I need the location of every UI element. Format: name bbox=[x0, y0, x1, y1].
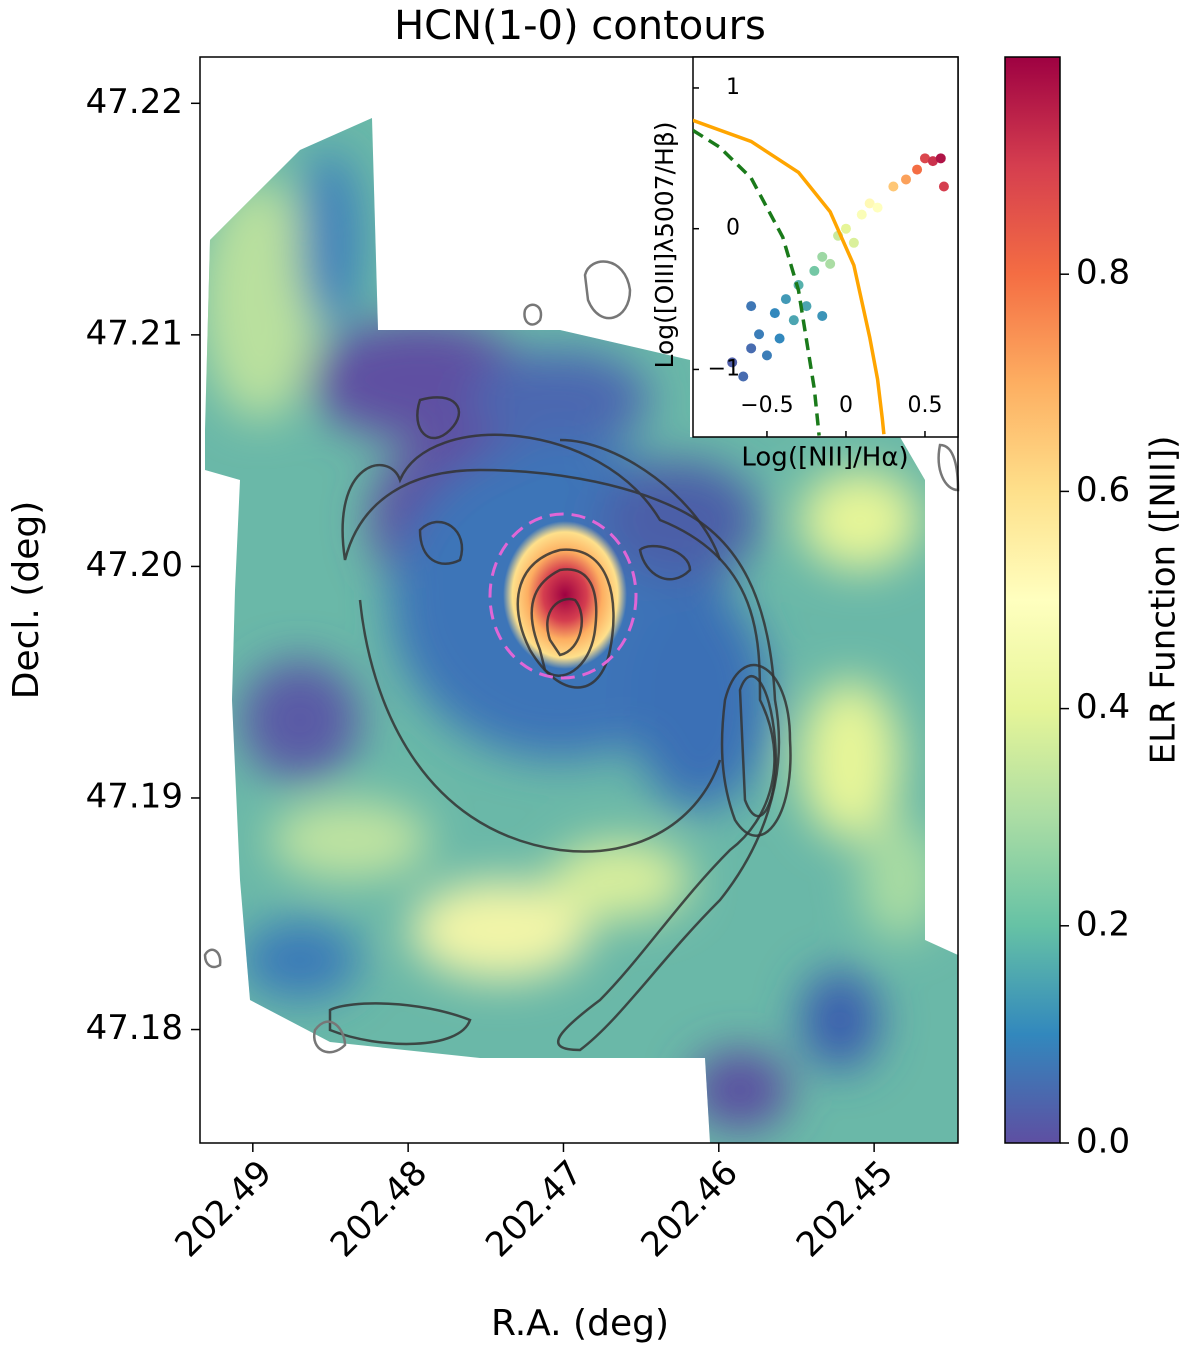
y-tick-label: 47.20 bbox=[86, 545, 183, 585]
scatter-point bbox=[754, 329, 765, 340]
colorbar-tick-label: 0.8 bbox=[1076, 253, 1130, 293]
y-tick-label: 1 bbox=[726, 75, 740, 100]
scatter-point bbox=[848, 237, 859, 248]
contours bbox=[203, 260, 960, 1054]
scatter-point bbox=[780, 294, 791, 305]
y-tick-label: 0 bbox=[726, 216, 740, 241]
scatter-point bbox=[927, 156, 938, 167]
y-tick-label: −1 bbox=[708, 356, 740, 381]
scatter-point bbox=[825, 258, 836, 269]
demarcation-curve bbox=[693, 128, 821, 436]
colorbar-label: ELR Function ([NII]) bbox=[1144, 436, 1184, 765]
colorbar-tick-label: 0.0 bbox=[1076, 1122, 1130, 1162]
x-tick-label: 202.47 bbox=[478, 1153, 590, 1265]
x-tick-label: 0.5 bbox=[907, 393, 942, 418]
colorbar bbox=[1004, 56, 1061, 1144]
demarcation-curve bbox=[693, 118, 886, 435]
scatter-point bbox=[872, 202, 883, 213]
inset-y-label: Log([OIII]λ5007/Hβ) bbox=[650, 121, 679, 368]
scatter-point bbox=[817, 251, 828, 262]
colorbar-tick-label: 0.4 bbox=[1076, 687, 1130, 727]
y-tick-label: 47.19 bbox=[86, 776, 183, 816]
colorbar-tick-label: 0.2 bbox=[1076, 904, 1130, 944]
x-axis-label: R.A. (deg) bbox=[491, 1303, 669, 1344]
scatter-point bbox=[901, 174, 912, 185]
scatter-point bbox=[809, 265, 820, 276]
scatter-point bbox=[888, 181, 899, 192]
scatter-point bbox=[912, 164, 923, 175]
y-tick-label: 47.22 bbox=[86, 82, 183, 122]
inset-plot bbox=[693, 118, 949, 436]
scatter-point bbox=[938, 181, 949, 192]
x-tick-label: −0.5 bbox=[740, 393, 793, 418]
y-axis-label: Decl. (deg) bbox=[6, 501, 47, 700]
y-tick-label: 47.21 bbox=[86, 313, 183, 353]
x-tick-label: 202.45 bbox=[789, 1153, 901, 1265]
inset-frame bbox=[692, 56, 959, 438]
scatter-point bbox=[840, 223, 851, 234]
scatter-point bbox=[919, 153, 930, 164]
scatter-point bbox=[746, 343, 757, 354]
x-tick-label: 202.46 bbox=[633, 1153, 745, 1265]
scatter-point bbox=[769, 308, 780, 319]
scatter-point bbox=[935, 153, 946, 164]
scatter-point bbox=[746, 301, 757, 312]
scatter-point bbox=[801, 301, 812, 312]
scatter-point bbox=[761, 350, 772, 361]
inset-x-label: Log([NII]/Hα) bbox=[741, 443, 908, 473]
scatter-point bbox=[738, 371, 749, 382]
x-tick-label: 202.48 bbox=[323, 1153, 435, 1265]
y-tick-label: 47.18 bbox=[86, 1008, 183, 1048]
scatter-point bbox=[774, 333, 785, 344]
map-frame bbox=[199, 56, 959, 1144]
colorbar-tick-label: 0.6 bbox=[1076, 470, 1130, 510]
scatter-point bbox=[788, 315, 799, 326]
x-tick-label: 0 bbox=[839, 393, 853, 418]
scatter-point bbox=[727, 357, 738, 368]
scatter-point bbox=[856, 209, 867, 220]
scatter-point bbox=[817, 310, 828, 321]
chart-title: HCN(1-0) contours bbox=[394, 3, 766, 49]
x-tick-label: 202.49 bbox=[167, 1153, 279, 1265]
scatter-point bbox=[864, 198, 875, 209]
